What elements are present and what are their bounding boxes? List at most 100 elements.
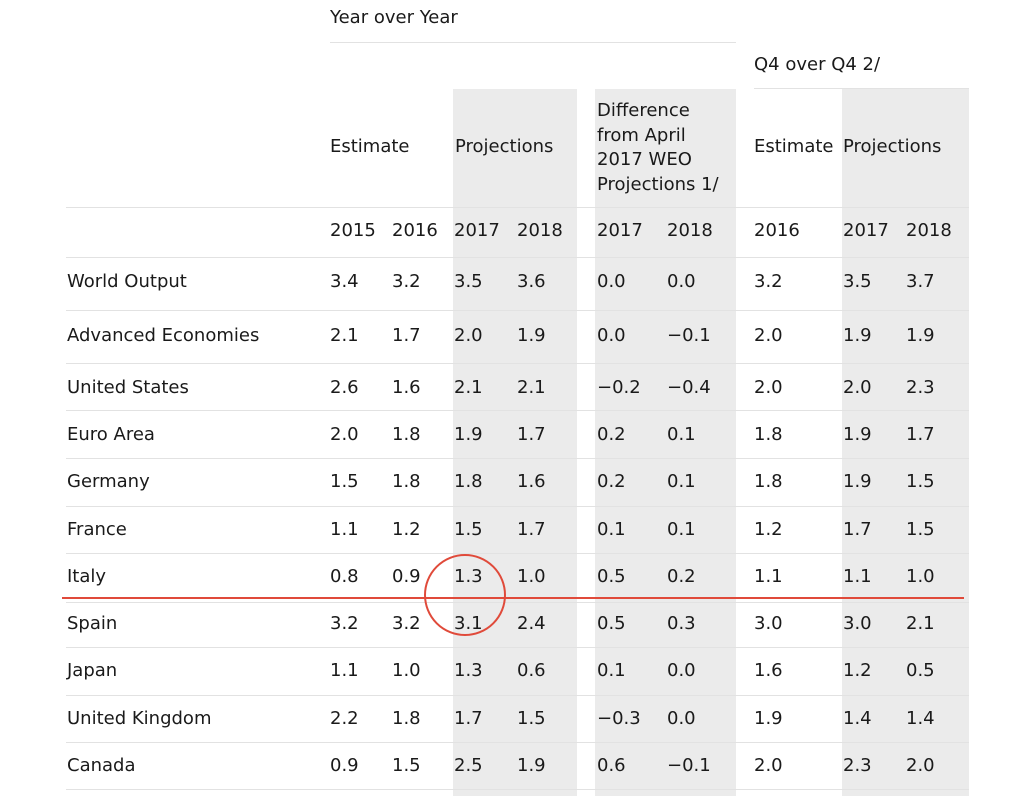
- table-cell: 0.9: [392, 566, 421, 587]
- row-label: Advanced Economies: [67, 325, 260, 346]
- year-header: 2018: [667, 220, 713, 241]
- q4-header-underline: [754, 88, 969, 89]
- table-cell: 3.7: [906, 271, 935, 292]
- table-cell: 3.0: [843, 613, 872, 634]
- table-cell: 1.1: [843, 566, 872, 587]
- table-cell: 1.8: [754, 424, 783, 445]
- table-cell: 3.0: [754, 613, 783, 634]
- table-cell: 2.6: [330, 377, 359, 398]
- table-cell: 1.9: [517, 755, 546, 776]
- table-cell: 0.1: [597, 519, 626, 540]
- table-cell: 1.1: [330, 519, 359, 540]
- table-cell: 0.5: [597, 613, 626, 634]
- table-cell: 1.2: [392, 519, 421, 540]
- table-cell: 0.0: [597, 271, 626, 292]
- table-cell: 1.5: [454, 519, 483, 540]
- row-label: World Output: [67, 271, 187, 292]
- row-divider: [66, 742, 969, 743]
- table-cell: 0.0: [667, 271, 696, 292]
- table-cell: 1.8: [392, 708, 421, 729]
- row-label: Italy: [67, 566, 107, 587]
- row-divider: [66, 789, 969, 790]
- table-cell: 3.2: [754, 271, 783, 292]
- table-cell: 1.6: [392, 377, 421, 398]
- table-cell: 2.4: [517, 613, 546, 634]
- row-label: United Kingdom: [67, 708, 212, 729]
- table-cell: 3.4: [330, 271, 359, 292]
- row-divider: [66, 647, 969, 648]
- row-divider: [66, 553, 969, 554]
- table-cell: 2.3: [906, 377, 935, 398]
- row-divider: [66, 695, 969, 696]
- year-header: 2017: [843, 220, 889, 241]
- table-cell: 3.2: [392, 271, 421, 292]
- table-cell: 1.7: [454, 708, 483, 729]
- table-cell: 1.9: [517, 325, 546, 346]
- row-divider: [66, 310, 969, 311]
- table-cell: 1.8: [454, 471, 483, 492]
- table-cell: 1.7: [517, 519, 546, 540]
- table-cell: 1.9: [843, 424, 872, 445]
- table-cell: 0.5: [597, 566, 626, 587]
- projections-shade: [453, 89, 577, 796]
- table-cell: 3.2: [392, 613, 421, 634]
- table-cell: 1.6: [754, 660, 783, 681]
- table-cell: 1.5: [392, 755, 421, 776]
- year-header: 2018: [906, 220, 952, 241]
- table-cell: 0.6: [597, 755, 626, 776]
- row-divider: [66, 506, 969, 507]
- table-cell: 1.8: [392, 471, 421, 492]
- table-cell: 1.2: [843, 660, 872, 681]
- table-cell: −0.3: [597, 708, 641, 729]
- table-cell: 1.8: [754, 471, 783, 492]
- table-cell: 1.4: [843, 708, 872, 729]
- table-cell: 3.2: [330, 613, 359, 634]
- table-cell: 0.1: [597, 660, 626, 681]
- table-cell: 1.7: [843, 519, 872, 540]
- table-cell: 3.5: [454, 271, 483, 292]
- year-header: 2017: [454, 220, 500, 241]
- table-cell: 1.1: [754, 566, 783, 587]
- table-cell: 1.9: [906, 325, 935, 346]
- row-divider: [66, 410, 969, 411]
- year-header: 2015: [330, 220, 376, 241]
- table-cell: 1.5: [906, 519, 935, 540]
- table-cell: 1.0: [517, 566, 546, 587]
- q4-over-q4-header: Q4 over Q4 2/: [754, 54, 881, 75]
- row-divider: [66, 458, 969, 459]
- table-cell: 2.0: [454, 325, 483, 346]
- table-cell: 2.0: [906, 755, 935, 776]
- row-divider: [66, 257, 969, 258]
- table-cell: 2.5: [454, 755, 483, 776]
- row-label: Germany: [67, 471, 150, 492]
- year-header: 2016: [754, 220, 800, 241]
- table-cell: 1.0: [906, 566, 935, 587]
- table-cell: 2.0: [754, 377, 783, 398]
- row-divider: [66, 363, 969, 364]
- table-cell: 1.7: [906, 424, 935, 445]
- table-cell: 1.9: [454, 424, 483, 445]
- estimate-header: Estimate: [330, 136, 410, 157]
- row-divider: [66, 207, 969, 208]
- table-cell: 0.0: [667, 660, 696, 681]
- projections-q4-shade: [842, 89, 969, 796]
- yoy-header-underline: [330, 42, 736, 43]
- table-cell: 0.0: [597, 325, 626, 346]
- table-cell: 1.6: [517, 471, 546, 492]
- table-cell: 0.5: [906, 660, 935, 681]
- row-label: Euro Area: [67, 424, 155, 445]
- table-cell: 1.3: [454, 660, 483, 681]
- table-cell: 1.9: [843, 471, 872, 492]
- year-header: 2018: [517, 220, 563, 241]
- table-cell: 3.5: [843, 271, 872, 292]
- year-header: 2017: [597, 220, 643, 241]
- table-cell: 1.4: [906, 708, 935, 729]
- table-cell: −0.2: [597, 377, 641, 398]
- table-cell: 0.2: [597, 471, 626, 492]
- table-cell: −0.1: [667, 325, 711, 346]
- projections-q4-header: Projections: [843, 136, 942, 157]
- table-cell: 0.2: [667, 566, 696, 587]
- table-cell: 1.5: [330, 471, 359, 492]
- table-cell: 1.2: [754, 519, 783, 540]
- table-cell: 2.0: [330, 424, 359, 445]
